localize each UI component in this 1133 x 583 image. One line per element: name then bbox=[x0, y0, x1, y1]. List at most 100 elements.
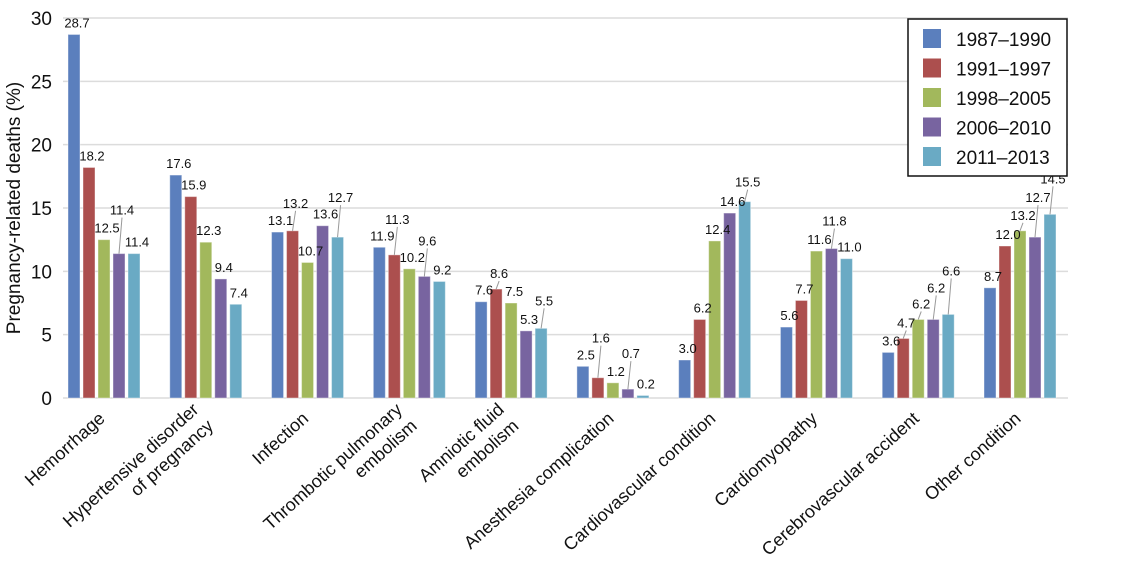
bar bbox=[941, 313, 955, 399]
leader-line bbox=[744, 189, 749, 202]
value-label: 6.2 bbox=[912, 296, 930, 311]
value-label: 1.6 bbox=[592, 331, 610, 346]
bar bbox=[67, 33, 81, 399]
value-label: 17.6 bbox=[166, 156, 191, 171]
leader-line bbox=[1049, 186, 1054, 215]
y-tick-label: 20 bbox=[31, 136, 52, 157]
bar bbox=[794, 299, 808, 399]
legend-swatch bbox=[923, 117, 941, 137]
value-label: 18.2 bbox=[79, 148, 104, 163]
value-label: 15.9 bbox=[181, 178, 206, 193]
legend-label: 1987–1990 bbox=[956, 30, 1051, 51]
bar bbox=[199, 241, 213, 399]
bar bbox=[229, 303, 243, 399]
bar bbox=[301, 261, 315, 399]
value-label: 6.2 bbox=[694, 300, 712, 315]
bar bbox=[214, 278, 228, 399]
bar bbox=[534, 327, 548, 399]
bar bbox=[926, 318, 940, 399]
bar bbox=[474, 301, 488, 399]
bar bbox=[316, 225, 330, 399]
bar bbox=[839, 258, 853, 399]
x-tick-label-line: Infection bbox=[248, 408, 312, 468]
value-label: 5.3 bbox=[520, 312, 538, 327]
x-tick-label: Amniotic fluidembolism bbox=[415, 399, 523, 502]
value-label: 3.6 bbox=[882, 333, 900, 348]
bar bbox=[271, 231, 285, 399]
value-label: 12.7 bbox=[1025, 190, 1050, 205]
bar bbox=[708, 240, 722, 399]
legend: 1987–1990 1991–1997 1998–2005 2006–2010 2011… bbox=[907, 18, 1068, 177]
value-label: 3.0 bbox=[679, 341, 697, 356]
value-label: 9.6 bbox=[418, 233, 436, 248]
bar bbox=[372, 246, 386, 399]
value-label: 0.7 bbox=[622, 346, 640, 361]
value-label: 12.7 bbox=[328, 190, 353, 205]
x-tick-label-line: Other condition bbox=[921, 408, 1025, 505]
value-label: 7.4 bbox=[230, 285, 248, 300]
y-tick-label: 5 bbox=[41, 326, 52, 347]
leader-line bbox=[495, 280, 500, 290]
value-label: 12.4 bbox=[705, 222, 730, 237]
leader-line bbox=[540, 308, 545, 329]
value-label: 11.3 bbox=[385, 212, 409, 227]
value-label: 11.4 bbox=[125, 235, 149, 250]
x-tick-label-line: Cardiomyopathy bbox=[710, 408, 821, 511]
bar bbox=[779, 326, 793, 399]
bar bbox=[127, 253, 141, 399]
value-label: 10.7 bbox=[298, 243, 323, 258]
value-labels: 28.7 18.2 12.5 11.4 11.4 17.6 15.9 12.3 9.4 7.4 13… bbox=[64, 15, 1065, 391]
value-label: 0.2 bbox=[637, 376, 655, 391]
x-tick-label-line: Thrombotic pulmonary bbox=[260, 399, 406, 534]
value-label: 12.0 bbox=[995, 227, 1020, 242]
leader-line bbox=[947, 278, 952, 315]
value-label: 9.4 bbox=[215, 260, 233, 275]
value-label: 9.2 bbox=[433, 262, 451, 277]
bar bbox=[1013, 230, 1027, 399]
value-label: 14.6 bbox=[720, 194, 745, 209]
bars bbox=[67, 33, 1057, 399]
value-label: 13.6 bbox=[313, 207, 338, 222]
leader-line bbox=[1019, 222, 1024, 231]
legend-swatch bbox=[923, 29, 941, 48]
value-label: 11.4 bbox=[110, 203, 134, 218]
bar bbox=[911, 318, 925, 399]
bar bbox=[82, 166, 96, 399]
leader-line bbox=[830, 228, 835, 249]
y-tick-label: 30 bbox=[31, 9, 52, 30]
bar bbox=[591, 377, 605, 399]
value-label: 7.5 bbox=[505, 284, 523, 299]
legend-label: 2011–2013 bbox=[956, 148, 1050, 169]
bar bbox=[432, 280, 446, 399]
bar bbox=[636, 394, 650, 399]
value-label: 8.6 bbox=[490, 266, 508, 281]
y-axis: 0 5 10 15 20 25 30 bbox=[31, 9, 52, 410]
leader-line bbox=[423, 248, 428, 277]
legend-swatch bbox=[923, 88, 941, 107]
leader-line bbox=[393, 226, 398, 255]
bar bbox=[184, 196, 198, 399]
x-tick-label-line: Hemorrhage bbox=[21, 408, 109, 490]
y-tick-label: 25 bbox=[31, 72, 52, 93]
value-label: 6.6 bbox=[942, 263, 960, 278]
value-label: 10.2 bbox=[400, 250, 425, 265]
legend-label: 1998–2005 bbox=[956, 89, 1051, 110]
y-axis-label: Pregnancy-related deaths (%) bbox=[4, 82, 25, 334]
value-label: 5.6 bbox=[780, 308, 798, 323]
y-tick-label: 10 bbox=[31, 262, 52, 283]
x-tick-label: Cardiomyopathy bbox=[710, 408, 821, 511]
value-label: 11.6 bbox=[807, 232, 831, 247]
value-label: 12.3 bbox=[196, 223, 221, 238]
bar bbox=[824, 248, 838, 399]
bar bbox=[678, 359, 692, 399]
bar bbox=[738, 201, 752, 399]
value-label: 2.5 bbox=[577, 347, 595, 362]
bar bbox=[576, 365, 590, 399]
y-tick-label: 0 bbox=[41, 389, 52, 410]
bar bbox=[286, 230, 300, 399]
value-label: 12.5 bbox=[94, 221, 119, 236]
bar bbox=[998, 245, 1012, 399]
bar bbox=[112, 253, 126, 399]
